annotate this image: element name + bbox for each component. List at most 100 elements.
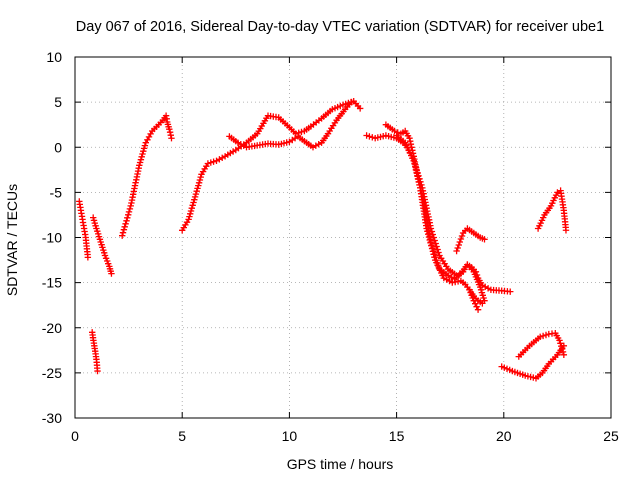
- data-point: [166, 126, 173, 133]
- data-point: [123, 217, 130, 224]
- data-point: [453, 247, 460, 255]
- tick-labels: 0 5 10 15 20 25 -30 -25 -20 -15 -10 -5 0 5 10: [42, 49, 619, 444]
- y-tick-label: 10: [46, 49, 62, 65]
- data-point: [556, 337, 563, 344]
- data-point: [427, 225, 435, 232]
- data-point: [456, 238, 463, 246]
- data-point: [195, 179, 203, 186]
- data-point: [481, 297, 488, 304]
- data-point: [466, 286, 473, 293]
- data-point: [562, 227, 570, 234]
- data-point: [193, 188, 200, 195]
- x-tick-label: 20: [496, 428, 512, 444]
- data-point: [122, 220, 129, 227]
- data-point: [416, 175, 423, 182]
- data-point: [428, 228, 436, 235]
- y-tick-label: 5: [54, 94, 62, 110]
- data-point: [417, 178, 424, 185]
- data-point: [295, 129, 302, 136]
- data-point: [192, 190, 200, 198]
- data-series: [119, 112, 175, 239]
- data-point: [428, 242, 435, 249]
- data-point: [191, 193, 199, 201]
- data-point: [369, 134, 376, 141]
- data-point: [410, 157, 417, 164]
- data-point: [391, 127, 398, 135]
- data-point: [559, 348, 567, 356]
- y-tick-label: 0: [54, 139, 62, 155]
- data-point: [90, 214, 97, 221]
- data-point: [477, 286, 485, 293]
- data-point: [185, 216, 192, 223]
- data-series: [498, 342, 568, 382]
- data-point: [196, 176, 204, 184]
- data-point: [168, 135, 175, 142]
- data-point: [418, 181, 425, 189]
- data-point: [430, 234, 437, 241]
- y-tick-label: -25: [42, 365, 62, 381]
- y-axis-label: SDTVAR / TECUs: [4, 184, 20, 296]
- data-point: [121, 223, 128, 230]
- data-point: [136, 162, 143, 169]
- data-point: [141, 142, 149, 149]
- data-point: [542, 331, 550, 339]
- data-series: [534, 187, 570, 234]
- data-point: [186, 213, 193, 220]
- x-tick-label: 15: [389, 428, 405, 444]
- data-point: [455, 241, 462, 249]
- data-point: [84, 254, 92, 261]
- x-tick-label: 10: [282, 428, 298, 444]
- data-point: [411, 160, 418, 167]
- chart-title: Day 067 of 2016, Sidereal Day-to-day VTE…: [76, 19, 604, 35]
- data-point: [189, 202, 196, 209]
- data-point: [424, 210, 431, 218]
- data-point: [197, 173, 204, 181]
- data-point: [298, 128, 305, 136]
- data-point: [434, 246, 441, 253]
- data-point: [427, 239, 434, 246]
- data-point: [407, 141, 415, 148]
- data-point: [472, 300, 479, 307]
- data-point: [139, 150, 146, 158]
- data-point: [407, 138, 414, 145]
- data-point: [429, 231, 436, 238]
- x-tick-label: 5: [178, 428, 186, 444]
- data-point: [430, 251, 437, 258]
- data-point: [140, 145, 148, 152]
- data-point: [458, 232, 466, 240]
- data-point: [431, 254, 438, 261]
- plot-series: [76, 98, 570, 382]
- data-series: [515, 330, 568, 360]
- data-point: [428, 245, 436, 252]
- data-point: [136, 159, 144, 166]
- data-point: [406, 135, 413, 142]
- data-point: [457, 235, 465, 243]
- data-point: [363, 132, 370, 139]
- data-point: [125, 208, 133, 216]
- data-point: [204, 160, 212, 167]
- data-point: [470, 297, 477, 304]
- data-point: [120, 226, 128, 233]
- y-tick-label: -20: [42, 320, 62, 336]
- data-series: [89, 329, 101, 375]
- data-point: [539, 332, 547, 340]
- data-series: [90, 214, 115, 277]
- data-point: [166, 129, 174, 136]
- data-point: [538, 217, 546, 224]
- data-point: [456, 270, 463, 277]
- data-point: [132, 179, 139, 186]
- data-series: [226, 98, 355, 151]
- data-series: [76, 198, 92, 261]
- y-tick-label: -30: [42, 410, 62, 426]
- data-point: [560, 351, 568, 359]
- data-series: [393, 132, 488, 304]
- data-point: [557, 340, 564, 347]
- x-tick-label: 0: [71, 428, 79, 444]
- data-point: [414, 169, 421, 176]
- data-point: [558, 343, 565, 350]
- data-point: [194, 185, 201, 192]
- x-axis-label: GPS time / hours: [287, 456, 394, 472]
- data-point: [187, 207, 195, 215]
